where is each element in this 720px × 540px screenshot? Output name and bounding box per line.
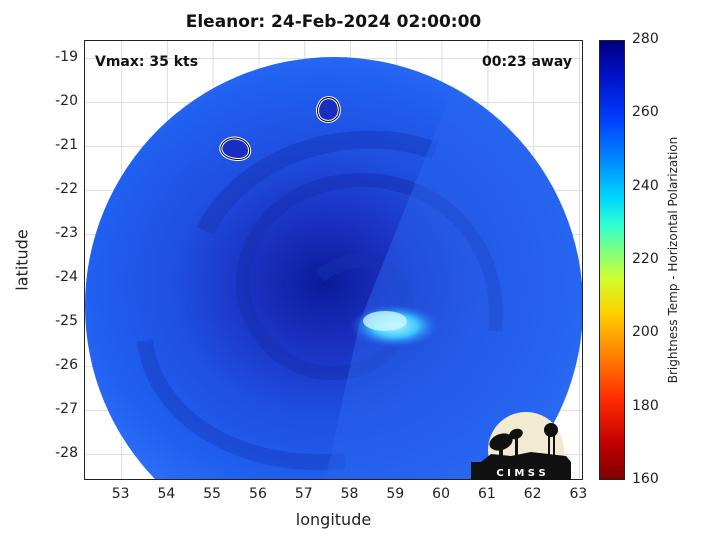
island-contour-reunion	[219, 136, 252, 161]
x-tick-label: 62	[523, 486, 542, 502]
colorbar	[599, 40, 625, 480]
colorbar-tick-label: 240	[632, 177, 659, 194]
y-tick-label: -24	[55, 268, 78, 285]
vmax-label: Vmax: 35 kts	[95, 54, 199, 70]
x-tick-label: 59	[386, 486, 405, 502]
x-tick-label: 57	[294, 486, 313, 502]
colorbar-tick-label: 280	[632, 31, 659, 47]
y-axis-label: latitude	[12, 229, 32, 291]
y-tick-label: -19	[55, 48, 78, 65]
x-tick-label: 60	[432, 486, 450, 502]
x-tick-label: 61	[477, 486, 496, 502]
y-tick-label: -28	[55, 444, 78, 461]
colorbar-tick-label: 160	[632, 471, 659, 487]
svg-text:C I M S S: C I M S S	[496, 468, 545, 479]
colorbar-tick-label: 180	[632, 397, 659, 414]
y-tick-label: -21	[55, 136, 78, 153]
time-away-label: 00:23 away	[482, 54, 572, 70]
y-tick-label: -26	[55, 356, 78, 373]
x-tick-label: 56	[249, 486, 267, 502]
colorbar-tick-label: 260	[632, 104, 659, 121]
y-tick-label: -22	[55, 180, 78, 197]
x-tick-label: 63	[569, 486, 588, 502]
colorbar-tick-label: 200	[632, 324, 659, 341]
y-tick-label: -23	[55, 224, 78, 241]
brightness-temp-map	[85, 41, 582, 479]
map-title: Eleanor: 24-Feb-2024 02:00:00	[185, 12, 482, 32]
map-plot-area: Vmax: 35 kts 00:23 away	[84, 40, 583, 480]
y-tick-label: -27	[55, 400, 78, 417]
x-axis-label: longitude	[295, 510, 372, 529]
cimss-logo: C I M S S	[471, 412, 571, 480]
satellite-swath	[85, 57, 582, 479]
colorbar-tick-label: 220	[632, 251, 659, 267]
y-tick-label: -20	[55, 92, 78, 109]
x-tick-label: 54	[157, 486, 176, 502]
island-contour-mauritius	[316, 96, 341, 123]
x-tick-label: 55	[203, 486, 222, 502]
x-tick-label: 58	[340, 486, 359, 502]
colorbar-label: Brightness Temp - Horizontal Polarizatio…	[666, 136, 680, 384]
x-tick-label: 53	[111, 486, 130, 502]
y-tick-label: -25	[55, 312, 78, 329]
